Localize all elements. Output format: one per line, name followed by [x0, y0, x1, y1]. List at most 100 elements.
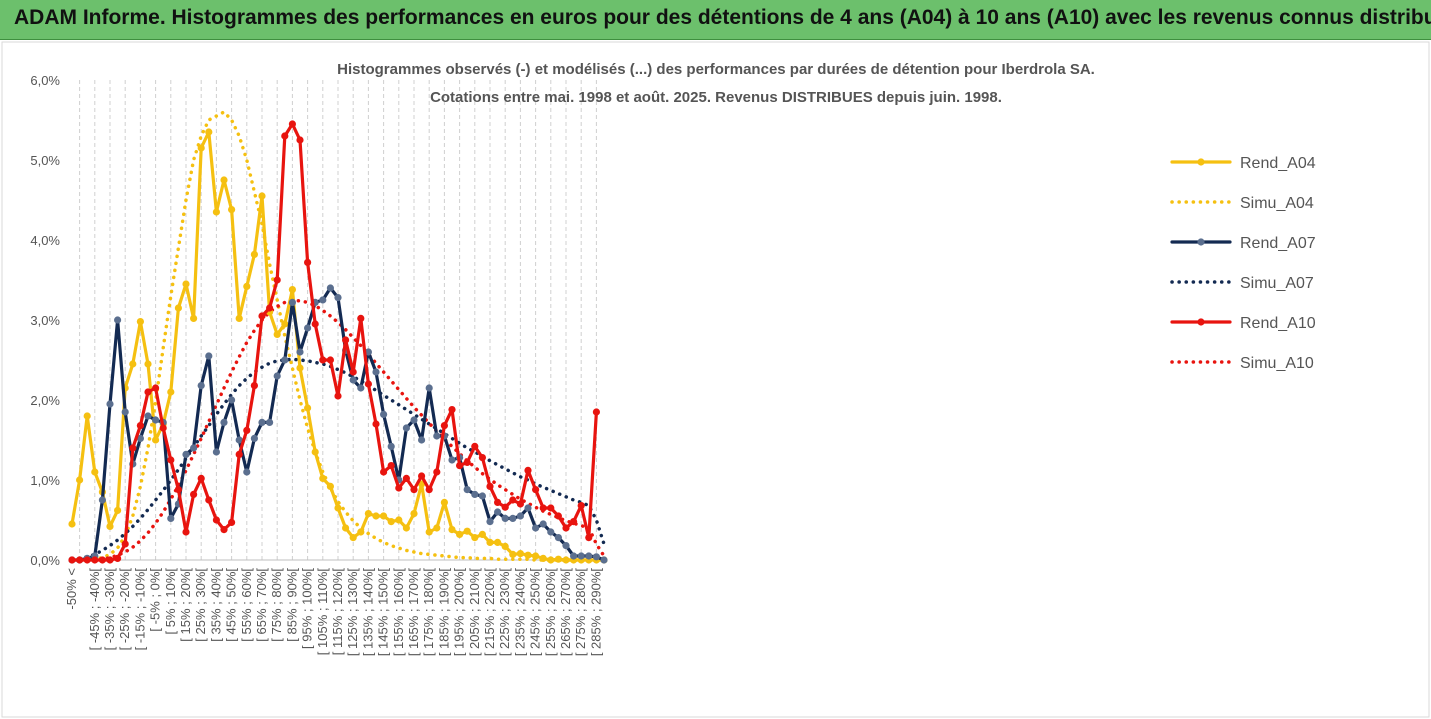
legend-label: Rend_A10 [1240, 315, 1316, 332]
data-point-Rend_A10 [577, 502, 585, 510]
data-point-Rend_A07 [334, 294, 342, 302]
data-point-Rend_A07 [547, 528, 555, 536]
x-tick-label: [ 245% ; 250%[ [528, 568, 543, 657]
data-point-Rend_A07 [585, 552, 593, 560]
data-point-Rend_A04 [167, 388, 175, 396]
chart-frame [1, 41, 1430, 718]
data-point-Rend_A07 [197, 382, 205, 390]
data-point-Rend_A07 [418, 436, 426, 444]
y-tick-label: 4,0% [30, 233, 60, 248]
data-point-Rend_A10 [532, 486, 540, 494]
data-point-Rend_A04 [304, 404, 312, 412]
x-tick-label: [ -25% ; -20%[ [117, 568, 132, 651]
data-point-Rend_A04 [91, 468, 99, 476]
data-point-Rend_A07 [494, 508, 502, 516]
data-point-Rend_A07 [357, 384, 365, 392]
data-point-Rend_A04 [136, 318, 144, 326]
data-point-Rend_A10 [266, 304, 274, 312]
data-point-Rend_A04 [319, 474, 327, 482]
data-point-Rend_A07 [121, 408, 129, 416]
legend-marker [1197, 318, 1205, 326]
data-point-Rend_A10 [380, 468, 388, 476]
data-point-Rend_A10 [433, 468, 441, 476]
data-point-Rend_A04 [395, 516, 403, 524]
data-point-Rend_A10 [509, 496, 517, 504]
data-point-Rend_A10 [114, 554, 122, 563]
x-tick-label: [ 275% ; 280%[ [573, 568, 588, 657]
series-line-Simu_A10 [70, 299, 606, 562]
x-tick-label: [ 285% ; 290%[ [588, 568, 603, 657]
x-tick-label: [ -5% ; 0%[ [148, 568, 163, 632]
data-point-Rend_A04 [235, 314, 243, 322]
data-point-Rend_A04 [334, 504, 342, 512]
data-point-Rend_A10 [357, 314, 365, 322]
data-point-Rend_A10 [342, 336, 350, 344]
data-point-Rend_A10 [281, 132, 289, 140]
performance-chart: 0,0% 1,0% 2,0% 3,0% 4,0% 5,0% 6,0% -50% < [ -45… [1, 41, 1430, 718]
x-tick-label: [ 55% ; 60%[ [239, 568, 254, 642]
data-point-Rend_A04 [349, 534, 357, 542]
chart-subtitle: Cotations entre mai. 1998 et août. 2025.… [430, 89, 1002, 106]
data-point-Rend_A04 [152, 436, 160, 444]
data-point-Rend_A07 [402, 424, 410, 432]
data-point-Rend_A10 [152, 384, 160, 392]
data-point-Rend_A04 [516, 550, 525, 558]
data-point-Rend_A04 [372, 512, 380, 520]
x-tick-label: [ 265% ; 270%[ [558, 568, 573, 657]
report-title: ADAM Informe. Histogrammes des performan… [14, 6, 1431, 29]
data-point-Rend_A10 [547, 504, 555, 512]
data-point-Rend_A04 [182, 280, 190, 288]
x-tick-label: -50% < [64, 568, 79, 610]
y-tick-label: 5,0% [30, 153, 60, 168]
data-point-Rend_A04 [357, 528, 365, 536]
data-point-Rend_A07 [478, 492, 486, 500]
data-point-Rend_A07 [592, 553, 601, 561]
data-point-Rend_A10 [228, 518, 236, 526]
data-point-Rend_A04 [197, 144, 205, 152]
legend-label: Simu_A07 [1240, 275, 1314, 292]
data-point-Rend_A10 [129, 444, 137, 452]
data-point-Rend_A04 [296, 364, 304, 372]
data-point-Rend_A07 [509, 514, 517, 522]
series-line-Simu_A04 [70, 110, 606, 562]
data-point-Rend_A10 [159, 424, 167, 432]
data-point-Rend_A07 [319, 296, 327, 304]
data-point-Rend_A10 [562, 524, 570, 532]
x-axis: -50% < [ -45% ; -40%[[ -35% ; -30%[[ -25%… [64, 568, 603, 657]
y-tick-label: 2,0% [30, 393, 60, 408]
legend-label: Rend_A04 [1240, 155, 1316, 172]
data-point-Rend_A10 [448, 406, 456, 414]
x-tick-label: [ -15% ; -10%[ [132, 568, 147, 651]
data-point-Rend_A04 [532, 552, 540, 560]
data-point-Rend_A10 [592, 408, 601, 416]
data-point-Rend_A10 [349, 368, 357, 376]
data-point-Rend_A07 [98, 496, 106, 504]
data-point-Rend_A07 [326, 284, 334, 292]
data-point-Rend_A10 [106, 556, 114, 564]
data-point-Rend_A07 [380, 410, 388, 418]
data-point-Rend_A04 [554, 555, 563, 563]
data-point-Rend_A04 [106, 522, 114, 530]
data-point-Rend_A10 [91, 556, 99, 564]
data-point-Rend_A07 [570, 552, 578, 560]
x-tick-label: [ 105% ; 110%[ [315, 568, 330, 656]
chart-area: 0,0% 1,0% 2,0% 3,0% 4,0% 5,0% 6,0% -50% < [ -45… [0, 40, 1431, 719]
data-point-Rend_A04 [68, 520, 76, 528]
data-point-Rend_A07 [516, 512, 525, 520]
data-point-Rend_A10 [570, 518, 578, 526]
data-point-Rend_A10 [486, 482, 494, 490]
data-point-Rend_A07 [448, 456, 456, 464]
series-line-Rend_A10 [70, 122, 599, 562]
data-point-Rend_A07 [562, 542, 570, 550]
data-point-Rend_A10 [83, 556, 91, 564]
data-point-Rend_A07 [152, 416, 160, 424]
x-tick-label: [ 155% ; 160%[ [391, 568, 406, 657]
data-point-Rend_A04 [281, 320, 289, 328]
data-point-Rend_A10 [418, 472, 426, 480]
x-tick-label: [ 205% ; 210%[ [467, 568, 482, 657]
data-point-Rend_A10 [410, 486, 418, 494]
data-point-Rend_A04 [562, 556, 570, 564]
data-point-Rend_A10 [395, 484, 403, 492]
data-point-Rend_A10 [440, 422, 448, 430]
x-tick-label: [ 75% ; 80%[ [269, 568, 284, 642]
